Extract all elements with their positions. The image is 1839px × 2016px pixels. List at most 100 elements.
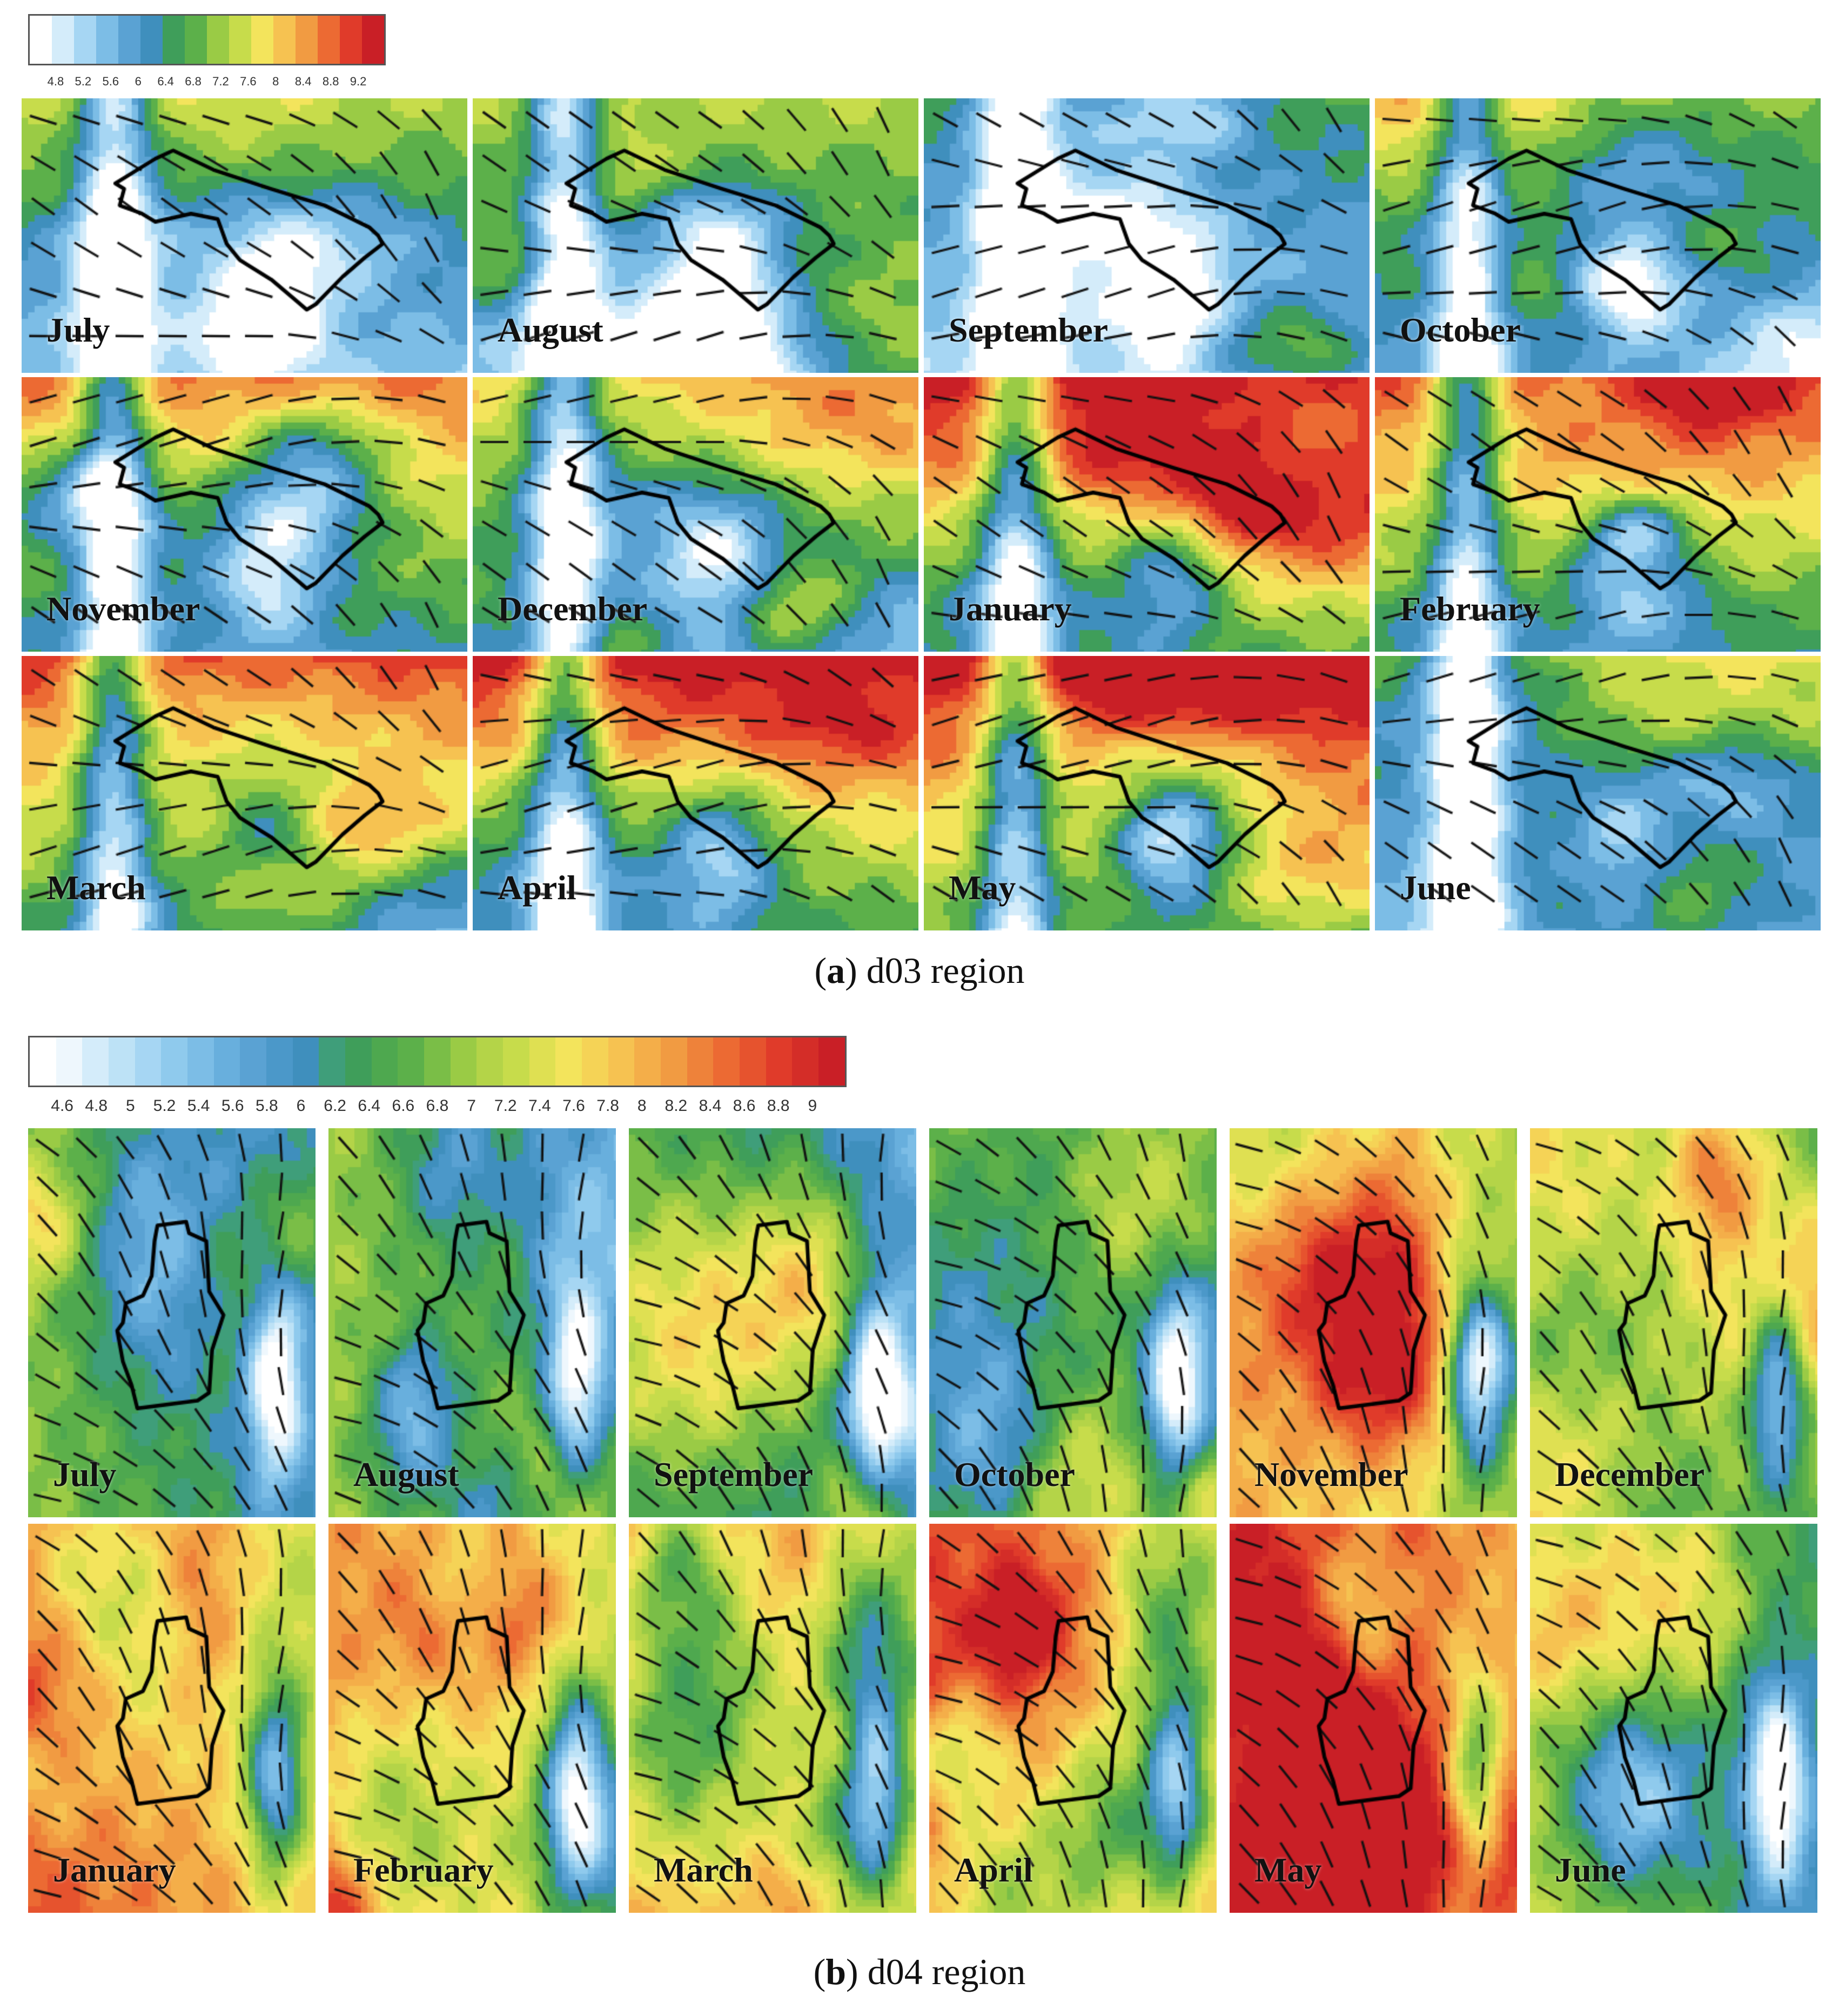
- d04-map-panel-july: July: [28, 1128, 316, 1517]
- d04-wind-field-map: [1230, 1128, 1517, 1517]
- d04-colorbar-swatch: [792, 1037, 819, 1086]
- d04-map-panel-december: December: [1530, 1128, 1817, 1517]
- d03-colorbar: [28, 14, 386, 65]
- d03-colorbar-swatch: [340, 16, 362, 64]
- d04-colorbar-tick-label: 6.2: [324, 1097, 346, 1115]
- d03-colorbar-ticks: 4.8 5.2 5.6 6 6.4 6.8 7.2 7.6 8 8.4 8.8 9.2: [28, 75, 386, 91]
- d04-colorbar-swatch: [187, 1037, 214, 1086]
- d04-colorbar: [28, 1036, 847, 1087]
- d03-month-label: June: [1400, 868, 1471, 907]
- d03-wind-field-map: [924, 656, 1370, 930]
- d04-month-label: May: [1254, 1851, 1322, 1889]
- d04-wind-field-map: [28, 1524, 316, 1913]
- d04-month-label: March: [654, 1851, 753, 1889]
- d04-month-label: February: [353, 1851, 494, 1889]
- d04-month-label: August: [353, 1455, 459, 1493]
- d03-colorbar-swatch: [229, 16, 251, 64]
- d04-map-panel-august: August: [328, 1128, 616, 1517]
- d04-colorbar-swatch: [818, 1037, 845, 1086]
- d04-colorbar-swatch: [266, 1037, 293, 1086]
- d04-map-panel-may: May: [1230, 1524, 1517, 1913]
- d03-wind-field-map: [22, 656, 467, 930]
- d03-wind-field-map: [473, 656, 918, 930]
- d03-month-label: November: [46, 590, 200, 628]
- d03-colorbar-swatch: [251, 16, 273, 64]
- d03-colorbar-tick-label: 5.6: [102, 75, 119, 88]
- d03-colorbar-tick-label: 9.2: [350, 75, 367, 88]
- d04-month-label: July: [53, 1455, 117, 1493]
- d03-colorbar-swatch: [74, 16, 96, 64]
- d04-colorbar-swatch: [30, 1037, 56, 1086]
- d04-colorbar-swatch: [319, 1037, 346, 1086]
- d04-map-panel-november: November: [1230, 1128, 1517, 1517]
- d04-month-label: September: [654, 1455, 814, 1493]
- d04-colorbar-tick-label: 8.4: [699, 1097, 722, 1115]
- d03-colorbar-tick-label: 4.8: [47, 75, 64, 88]
- d03-map-panel-november: November: [22, 377, 467, 652]
- d04-colorbar-swatch: [503, 1037, 529, 1086]
- d04-month-label: November: [1254, 1455, 1408, 1493]
- d04-colorbar-swatch: [450, 1037, 477, 1086]
- d04-colorbar-tick-label: 7.8: [596, 1097, 619, 1115]
- d04-colorbar-swatch: [213, 1037, 240, 1086]
- d04-colorbar-swatch: [634, 1037, 661, 1086]
- d04-wind-field-map: [1230, 1524, 1517, 1913]
- d03-map-panel-september: September: [924, 98, 1370, 373]
- d04-colorbar-tick-label: 6.8: [426, 1097, 449, 1115]
- d03-colorbar-tick-label: 8: [272, 75, 279, 88]
- d04-month-label: October: [954, 1455, 1075, 1493]
- d03-colorbar-swatch: [318, 16, 340, 64]
- d04-colorbar-tick-label: 4.6: [51, 1097, 73, 1115]
- d03-wind-field-map: [1375, 377, 1821, 652]
- d04-colorbar-swatch: [161, 1037, 188, 1086]
- d03-wind-field-map: [924, 98, 1370, 373]
- d03-colorbar-tick-label: 8.8: [322, 75, 339, 88]
- d04-wind-field-map: [328, 1128, 616, 1517]
- d04-colorbar-tick-label: 5.6: [221, 1097, 244, 1115]
- d03-colorbar-swatch: [362, 16, 384, 64]
- d03-colorbar-tick-label: 7.2: [212, 75, 229, 88]
- d03-map-panel-january: January: [924, 377, 1370, 652]
- d04-colorbar-tick-label: 8.8: [767, 1097, 790, 1115]
- d03-colorbar-swatch: [118, 16, 140, 64]
- d03-colorbar-swatch: [207, 16, 229, 64]
- d04-map-panel-september: September: [629, 1128, 916, 1517]
- d04-map-panel-april: April: [929, 1524, 1217, 1913]
- d04-map-panel-june: June: [1530, 1524, 1817, 1913]
- d03-colorbar-tick-label: 8.4: [294, 75, 312, 88]
- d04-colorbar-swatch: [398, 1037, 425, 1086]
- d04-wind-field-map: [929, 1128, 1217, 1517]
- d04-colorbar-tick-label: 4.8: [85, 1097, 108, 1115]
- d03-colorbar-swatch: [96, 16, 118, 64]
- d04-colorbar-swatch: [713, 1037, 740, 1086]
- d04-map-panel-february: February: [328, 1524, 616, 1913]
- d03-wind-field-map: [22, 377, 467, 652]
- d04-wind-field-map: [1530, 1128, 1817, 1517]
- d03-colorbar-swatch: [296, 16, 318, 64]
- d04-colorbar-swatch: [740, 1037, 766, 1086]
- d04-month-label: April: [954, 1851, 1033, 1889]
- d04-colorbar-tick-label: 5.8: [256, 1097, 278, 1115]
- d04-wind-field-map: [629, 1128, 916, 1517]
- d03-colorbar-swatch: [30, 16, 52, 64]
- d04-colorbar-tick-label: 8.6: [733, 1097, 756, 1115]
- d04-colorbar-tick-label: 9: [808, 1097, 817, 1115]
- d04-colorbar-tick-label: 7: [467, 1097, 476, 1115]
- d03-month-label: March: [46, 868, 146, 907]
- d03-colorbar-swatch: [163, 16, 185, 64]
- d04-colorbar-swatch: [371, 1037, 398, 1086]
- d04-colorbar-swatch: [529, 1037, 556, 1086]
- d04-wind-field-map: [629, 1524, 916, 1913]
- d03-wind-field-map: [1375, 656, 1821, 930]
- d04-colorbar-tick-label: 6: [296, 1097, 306, 1115]
- d03-wind-field-map: [473, 377, 918, 652]
- d04-colorbar-swatch: [135, 1037, 162, 1086]
- d03-colorbar-swatch: [273, 16, 296, 64]
- d04-colorbar-swatch: [56, 1037, 83, 1086]
- d03-wind-field-map: [1375, 98, 1821, 373]
- d04-colorbar-ticks: 4.6 4.8 5 5.2 5.4 5.6 5.8 6 6.2 6.4 6.6 6.8 7 7.2 7.4 7…: [28, 1097, 847, 1115]
- d04-colorbar-tick-label: 5.2: [153, 1097, 176, 1115]
- d04-colorbar-tick-label: 7.2: [494, 1097, 517, 1115]
- d04-colorbar-swatch: [687, 1037, 714, 1086]
- d04-colorbar-tick-label: 8: [637, 1097, 647, 1115]
